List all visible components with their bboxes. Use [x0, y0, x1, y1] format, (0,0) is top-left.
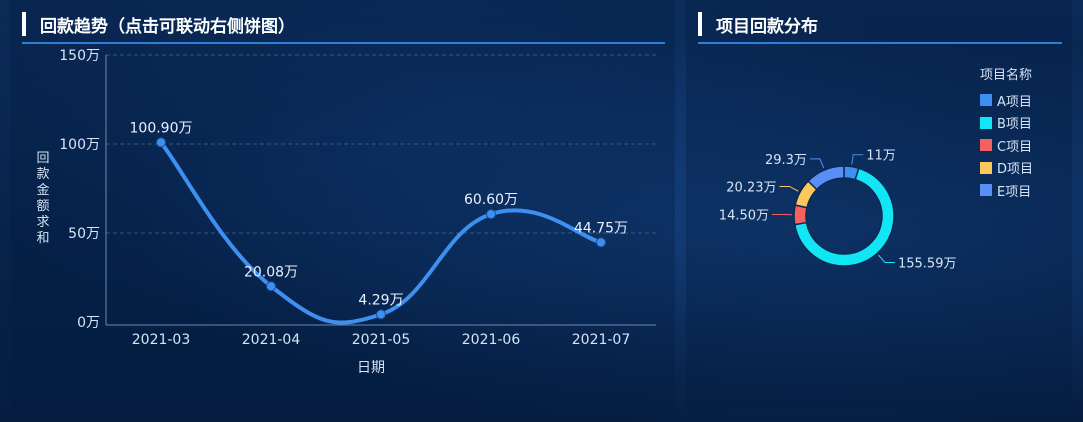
- y-axis-title-char: 额: [36, 199, 49, 214]
- leader-line: [878, 254, 895, 264]
- trend-panel-title: 回款趋势（点击可联动右侧饼图）: [40, 17, 295, 37]
- trend-panel: 回款趋势（点击可联动右侧饼图）: [10, 0, 675, 410]
- legend-item[interactable]: D项目: [980, 157, 1075, 180]
- data-point[interactable]: [486, 209, 496, 220]
- y-tick-label: 50万: [68, 226, 100, 242]
- slice-label: 14.50万: [719, 209, 769, 224]
- x-tick-label: 2021-05: [352, 332, 411, 348]
- trend-line-chart[interactable]: 0万 50万 100万 150万 2021-03 2021-04 2021-05 2021-0…: [0, 0, 680, 422]
- data-point[interactable]: [376, 309, 386, 320]
- x-axis-title: 日期: [357, 360, 385, 376]
- y-tick-label: 100万: [59, 137, 100, 153]
- leader-line: [809, 158, 825, 169]
- legend-label: B项目: [997, 117, 1032, 133]
- donut-legend: 项目名称 A项目 B项目 C项目 D项目 E项目: [980, 64, 1075, 202]
- x-tick-label: 2021-07: [572, 332, 631, 348]
- leader-line: [779, 185, 799, 192]
- slice-label: 11万: [866, 149, 896, 164]
- data-label: 100.90万: [130, 120, 193, 136]
- slice-label: 29.3万: [765, 153, 807, 168]
- distribution-panel-header: 项目回款分布: [698, 10, 1062, 44]
- trend-panel-header: 回款趋势（点击可联动右侧饼图）: [22, 10, 665, 44]
- legend-label: A项目: [997, 94, 1032, 110]
- legend-swatch: [980, 161, 992, 174]
- y-axis-title-char: 求: [36, 215, 49, 230]
- legend-item[interactable]: A项目: [980, 89, 1075, 112]
- title-accent-bar: [698, 12, 702, 36]
- y-tick-label: 0万: [77, 315, 100, 331]
- legend-label: D项目: [997, 162, 1034, 178]
- legend-swatch: [980, 184, 992, 197]
- data-label: 20.08万: [244, 264, 298, 280]
- x-tick-label: 2021-06: [462, 332, 521, 348]
- legend-item[interactable]: C项目: [980, 134, 1075, 157]
- legend-swatch: [980, 94, 992, 107]
- data-point[interactable]: [596, 237, 606, 248]
- data-point[interactable]: [156, 137, 166, 148]
- title-accent-bar: [22, 12, 26, 36]
- legend-title: 项目名称: [980, 68, 1033, 83]
- data-label: 4.29万: [358, 292, 403, 308]
- y-tick-label: 150万: [59, 48, 100, 64]
- legend-label: E项目: [997, 184, 1032, 200]
- x-tick-label: 2021-03: [132, 332, 191, 348]
- legend-swatch: [980, 116, 992, 129]
- distribution-panel-title: 项目回款分布: [716, 17, 818, 37]
- data-point[interactable]: [266, 281, 276, 292]
- distribution-panel: 项目回款分布: [686, 0, 1072, 410]
- data-label: 44.75万: [574, 220, 628, 236]
- legend-label: C项目: [997, 139, 1033, 155]
- donut-slice[interactable]: [807, 165, 845, 191]
- y-axis-title-char: 金: [36, 182, 49, 198]
- y-axis-title-char: 回: [36, 151, 49, 166]
- y-axis-title-char: 款: [36, 167, 49, 182]
- legend-item[interactable]: B项目: [980, 112, 1075, 135]
- distribution-donut-chart[interactable]: 11万 155.59万 14.50万 20.23万 29.3万: [686, 0, 986, 422]
- slice-label: 20.23万: [726, 180, 776, 195]
- legend-swatch: [980, 139, 992, 152]
- data-label: 60.60万: [464, 192, 518, 208]
- leader-line: [851, 154, 864, 165]
- slice-label: 155.59万: [898, 257, 957, 272]
- legend-item[interactable]: E项目: [980, 179, 1075, 202]
- y-axis-title-char: 和: [36, 231, 49, 246]
- x-tick-label: 2021-04: [242, 332, 301, 348]
